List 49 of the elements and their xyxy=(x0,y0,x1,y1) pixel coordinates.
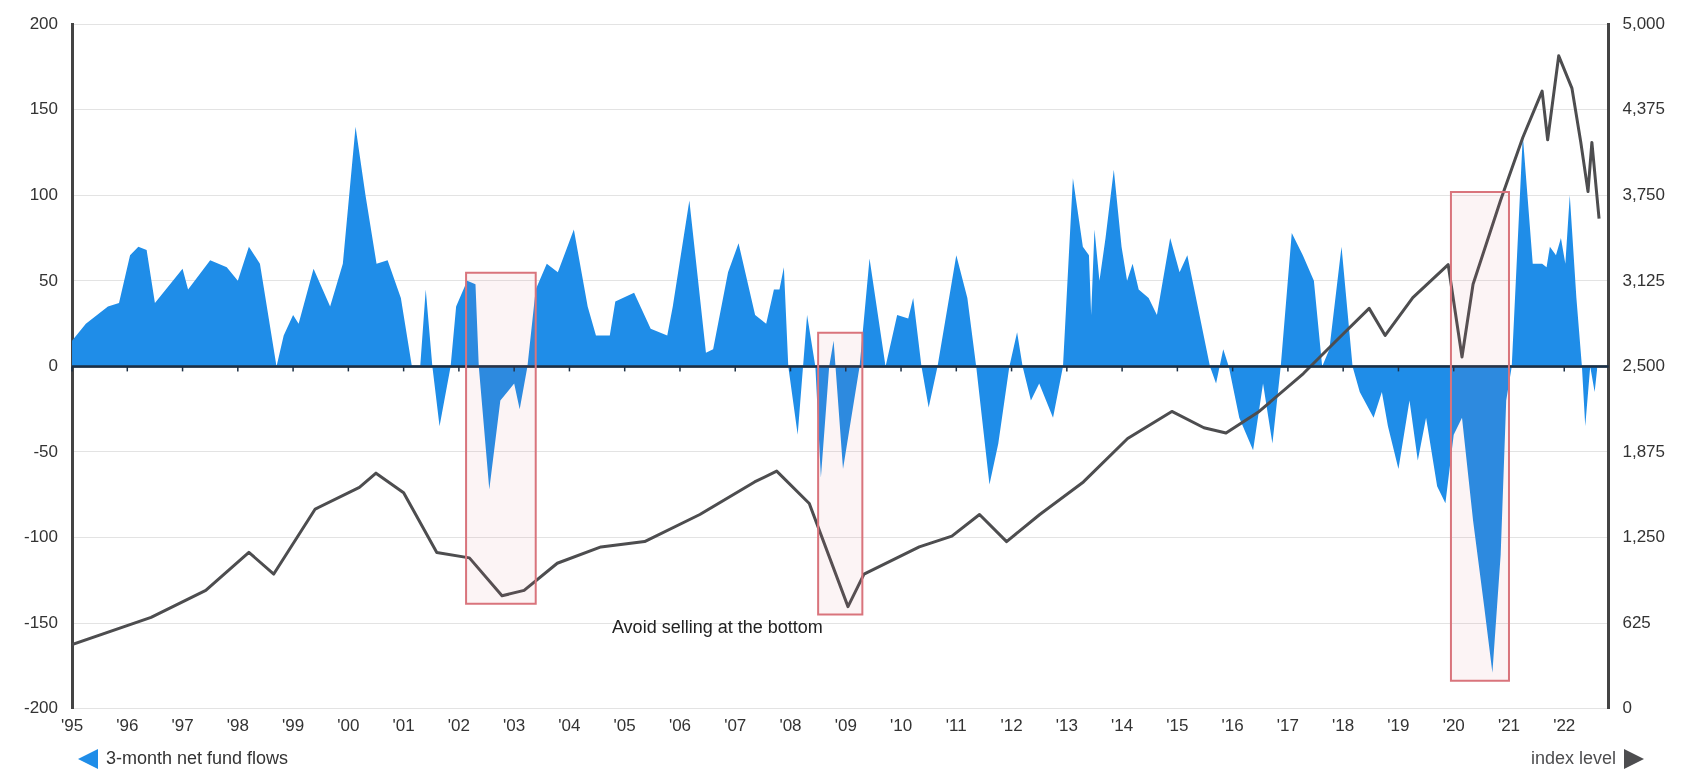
x-tick-label: '09 xyxy=(834,716,857,736)
x-tick-label: '22 xyxy=(1553,716,1576,736)
y2-tick-label: 0 xyxy=(1622,698,1632,718)
y2-tick-label: 4,375 xyxy=(1622,99,1666,119)
x-tick-label: '98 xyxy=(226,716,249,736)
y2-tick-label: 625 xyxy=(1622,612,1651,632)
x-tick-label: '04 xyxy=(558,716,581,736)
y2-tick-label: 3,750 xyxy=(1622,184,1666,204)
y-tick-label: -200 xyxy=(23,698,59,718)
x-tick-label: '01 xyxy=(392,716,415,736)
x-tick-label: '13 xyxy=(1055,716,1078,736)
y-tick-label: -100 xyxy=(23,527,59,547)
x-tick-label: '14 xyxy=(1111,716,1134,736)
y2-tick-label: 3,125 xyxy=(1622,270,1666,290)
y2-tick-label: 2,500 xyxy=(1622,356,1666,376)
y-tick-label: 50 xyxy=(39,270,59,290)
x-tick-label: '99 xyxy=(282,716,305,736)
x-tick-label: '03 xyxy=(503,716,526,736)
y-tick-label: 200 xyxy=(29,13,59,33)
y2-tick-label: 1,250 xyxy=(1622,527,1666,547)
text: index level xyxy=(1530,748,1616,769)
x-tick-label: '10 xyxy=(889,716,913,736)
y-tick-label: -50 xyxy=(33,441,59,461)
x-tick-label: '20 xyxy=(1442,716,1465,736)
y-tick-label: -150 xyxy=(23,612,59,632)
x-tick-label: '12 xyxy=(1000,716,1023,736)
y2-tick-label: 1,875 xyxy=(1622,441,1666,461)
x-tick-label: '00 xyxy=(337,716,360,736)
x-tick-label: '96 xyxy=(116,716,139,736)
y-tick-label: 100 xyxy=(29,184,59,204)
x-tick-label: '95 xyxy=(60,716,84,736)
x-tick-label: '02 xyxy=(447,716,470,736)
x-tick-label: '97 xyxy=(171,716,194,736)
y2-tick-label: 5,000 xyxy=(1622,13,1666,33)
x-tick-label: '17 xyxy=(1276,716,1299,736)
legend-label: 3-month net fund flows xyxy=(106,748,289,769)
y-tick-label: 150 xyxy=(29,99,59,119)
x-tick-label: '18 xyxy=(1332,716,1355,736)
x-tick-label: '21 xyxy=(1497,716,1521,736)
y-tick-label: 0 xyxy=(48,356,59,376)
x-tick-label: '06 xyxy=(668,716,692,736)
x-tick-label: '07 xyxy=(724,716,747,736)
x-tick-label: '08 xyxy=(779,716,802,736)
x-tick-label: '05 xyxy=(613,716,636,736)
annotation: Avoid selling at the bottom xyxy=(611,617,823,638)
x-tick-label: '19 xyxy=(1387,716,1410,736)
x-tick-label: '11 xyxy=(945,716,967,736)
x-tick-label: '16 xyxy=(1221,716,1244,736)
x-tick-label: '15 xyxy=(1166,716,1189,736)
